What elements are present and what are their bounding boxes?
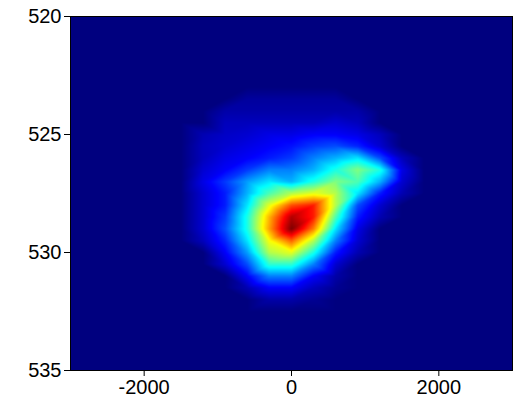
svg-text:2000: 2000 [417, 376, 462, 398]
svg-text:-2000: -2000 [119, 376, 170, 398]
svg-text:525: 525 [28, 123, 61, 145]
svg-text:535: 535 [28, 359, 61, 381]
svg-text:0: 0 [286, 376, 297, 398]
svg-text:530: 530 [28, 241, 61, 263]
svg-text:520: 520 [28, 5, 61, 27]
